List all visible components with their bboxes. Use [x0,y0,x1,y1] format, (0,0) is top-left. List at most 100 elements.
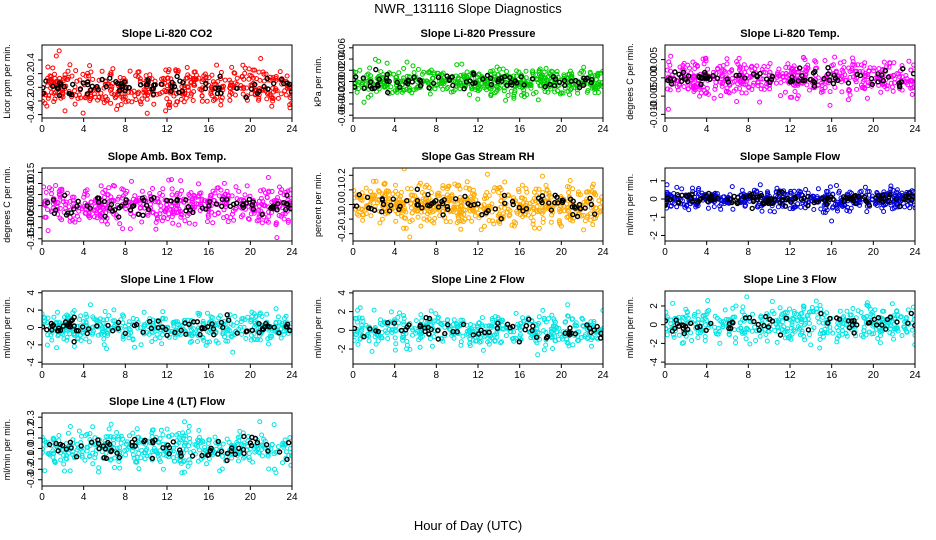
data-point-black [353,84,358,90]
data-point-black [731,193,737,200]
data-point [419,190,425,195]
data-point [57,192,63,198]
data-point [808,342,814,348]
data-point [747,341,753,347]
data-point [82,191,88,197]
data-point [233,184,239,190]
data-point [95,332,101,338]
data-point [66,204,72,210]
data-point [535,97,541,103]
data-point-black [594,323,600,330]
data-point [705,91,711,97]
data-point-black [353,325,358,332]
data-point [784,74,789,79]
data-point [438,83,444,89]
data-point [361,212,367,218]
x-tick-label: 16 [826,247,838,258]
data-point [480,347,486,353]
data-point [169,186,175,192]
data-point [876,66,882,72]
data-point [561,208,567,214]
data-point [239,331,245,337]
data-point [408,201,414,207]
data-point [499,339,504,345]
data-point [448,89,454,95]
data-point [849,66,855,72]
data-point-black [706,190,712,197]
data-point [121,193,126,199]
data-point [792,83,798,89]
y-axis-label: degrees C per min. [625,43,635,120]
data-point [530,221,536,227]
data-point [536,186,542,192]
data-point [425,211,430,217]
x-tick-label: 12 [161,370,173,381]
data-point [484,87,489,93]
data-point [717,203,723,209]
data-point [175,319,180,325]
data-point [183,75,189,81]
data-point [475,88,481,94]
data-point [227,77,232,83]
y-axis-label: ml/min per min. [625,174,635,236]
data-point [457,186,463,192]
data-point-black [373,328,379,334]
data-point-black [486,329,492,335]
data-point [401,168,407,172]
data-point [143,88,148,94]
data-point [839,67,845,73]
data-point [568,68,573,74]
data-point [234,320,240,326]
data-point [415,66,421,72]
data-point [195,339,200,344]
data-point [137,99,143,105]
data-point [371,307,377,313]
data-point [668,53,674,59]
data-point [144,96,150,102]
data-point [165,102,171,108]
data-point-black [510,323,516,330]
data-point [733,86,739,92]
x-tick-label: 8 [123,370,129,381]
data-point [257,311,263,317]
data-point [862,74,868,80]
x-tick-label: 16 [514,370,526,381]
y-tick-label: 4 [26,290,37,296]
data-point-black [364,194,371,201]
data-point [184,65,190,70]
data-point-black [567,325,573,331]
data-point [49,337,55,343]
y-tick-label: -0.1 [337,210,348,228]
data-point [840,204,846,209]
data-point [789,322,795,328]
data-point [761,86,767,92]
data-point-black [589,76,595,83]
data-point-black [584,322,590,328]
data-point [557,91,563,97]
data-point-black [174,73,180,80]
data-point [159,192,165,198]
data-point-black [148,325,155,331]
data-point [424,182,430,188]
data-point-black [880,192,886,198]
data-point-black [122,330,129,336]
data-point-black [529,76,536,82]
data-point-black [44,327,50,333]
data-point [205,310,210,316]
data-point [511,335,516,341]
data-point [90,330,96,336]
data-point [463,185,469,191]
data-point [806,199,811,205]
data-point [554,69,560,74]
data-point [170,320,176,325]
x-tick-label: 24 [597,247,609,258]
data-point-black [394,79,400,86]
data-point [522,318,528,324]
data-point-black [371,207,378,213]
data-point [540,216,546,222]
data-point [83,311,89,317]
data-point [256,198,262,204]
data-point-black [102,213,108,220]
data-point-black [831,72,837,79]
data-point [275,95,281,101]
